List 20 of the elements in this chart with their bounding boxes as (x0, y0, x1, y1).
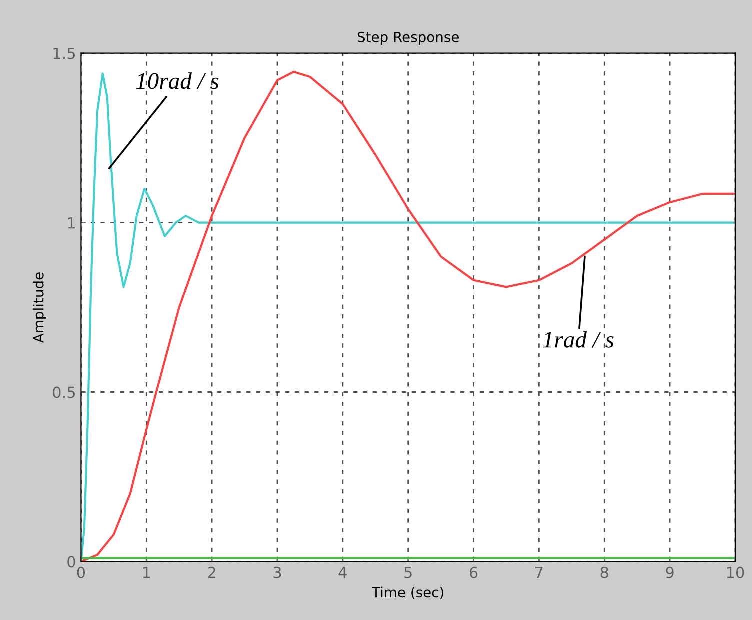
x-tick-label: 9 (666, 566, 674, 578)
y-tick-label: 1 (68, 217, 75, 229)
x-axis-title: Time (sec) (372, 586, 444, 600)
x-tick-label: 0 (77, 566, 86, 578)
annotation: 1rad / s (543, 331, 614, 348)
annotation: 10rad / s (136, 72, 219, 90)
x-tick-label: 2 (208, 566, 216, 578)
y-tick-label: 0 (68, 556, 76, 568)
x-tick-label: 8 (600, 566, 608, 578)
x-tick-label: 5 (404, 567, 412, 578)
x-tick-label: 6 (470, 566, 478, 578)
x-tick-label: 3 (274, 566, 282, 578)
x-tick-label: 1 (143, 567, 150, 578)
y-tick-label: 1.5 (54, 48, 76, 60)
x-tick-label: 4 (338, 567, 347, 578)
y-axis-title: Amplitude (33, 272, 47, 343)
y-tick-label: 0.5 (53, 386, 76, 398)
x-tick-label: 7 (536, 567, 543, 578)
chart-title: Step Response (358, 32, 459, 46)
x-tick-label: 10 (727, 566, 744, 578)
